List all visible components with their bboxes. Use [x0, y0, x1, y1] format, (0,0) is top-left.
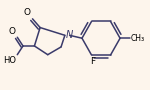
Text: HO: HO — [3, 56, 16, 65]
Text: CH₃: CH₃ — [130, 34, 145, 43]
Text: O: O — [24, 8, 31, 17]
Text: F: F — [90, 57, 95, 66]
Text: O: O — [8, 27, 15, 36]
Text: N: N — [66, 30, 73, 40]
